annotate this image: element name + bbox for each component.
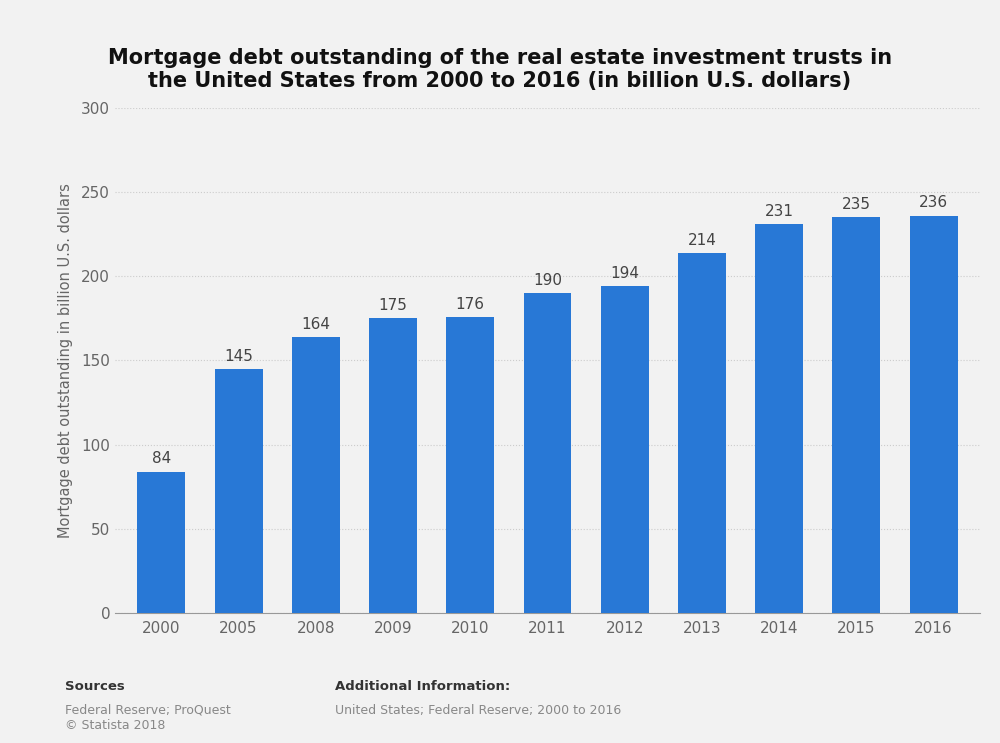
Bar (215, 369, 263, 613)
Text: 236: 236 (919, 195, 948, 210)
Text: 176: 176 (456, 296, 485, 311)
Bar (832, 217, 880, 613)
Text: 84: 84 (152, 452, 171, 467)
Text: 194: 194 (610, 266, 639, 281)
Y-axis label: Mortgage debt outstanding in billion U.S. dollars: Mortgage debt outstanding in billion U.S… (58, 183, 73, 538)
Text: Federal Reserve; ProQuest
© Statista 2018: Federal Reserve; ProQuest © Statista 201… (65, 704, 231, 732)
Bar (369, 318, 417, 613)
Bar (678, 253, 726, 613)
Bar (755, 224, 803, 613)
Bar (137, 472, 185, 613)
Text: Additional Information:: Additional Information: (335, 680, 510, 692)
Text: 175: 175 (379, 298, 407, 314)
Bar (601, 286, 649, 613)
Text: 190: 190 (533, 273, 562, 288)
Bar (446, 317, 494, 613)
Text: 145: 145 (224, 348, 253, 364)
Bar (524, 293, 571, 613)
Text: 214: 214 (688, 233, 716, 247)
Text: 164: 164 (301, 317, 330, 331)
Text: Mortgage debt outstanding of the real estate investment trusts in
the United Sta: Mortgage debt outstanding of the real es… (108, 48, 892, 91)
Text: 235: 235 (842, 197, 871, 212)
Bar (910, 215, 958, 613)
Bar (292, 337, 340, 613)
Text: 231: 231 (765, 204, 794, 219)
Text: Sources: Sources (65, 680, 125, 692)
Text: United States; Federal Reserve; 2000 to 2016: United States; Federal Reserve; 2000 to … (335, 704, 621, 716)
